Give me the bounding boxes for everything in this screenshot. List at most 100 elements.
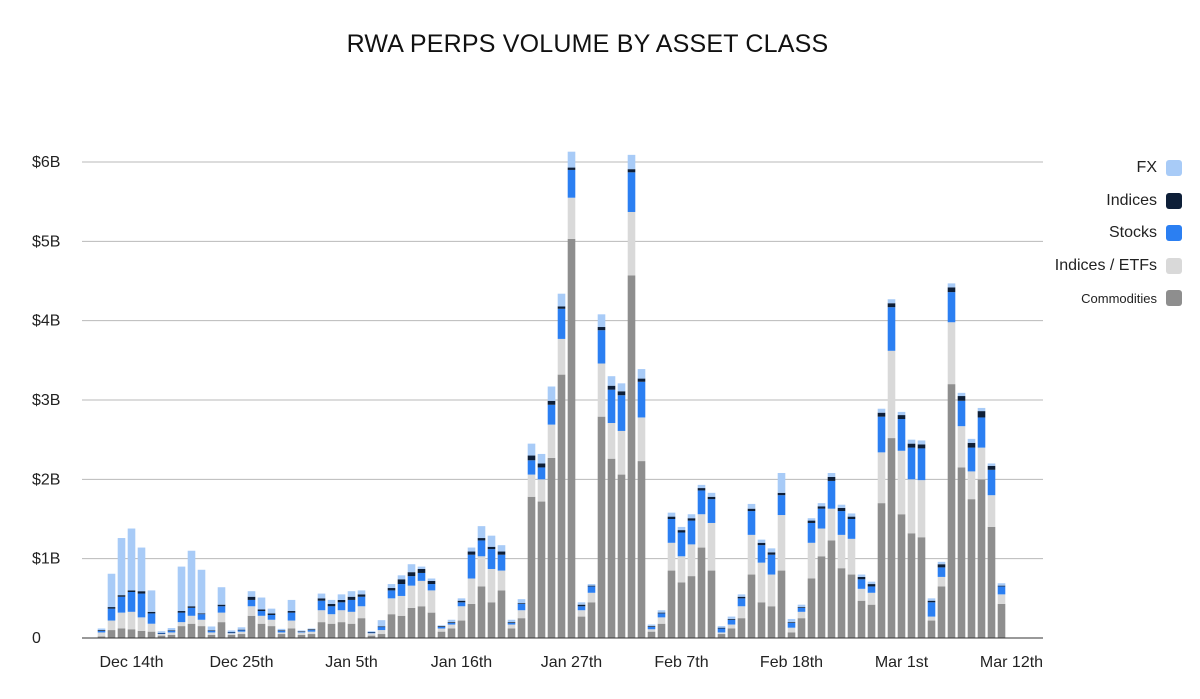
bar-segment-indices-etfs [567, 197, 576, 239]
bar-segment-indices [347, 596, 356, 600]
bar-stack [867, 581, 876, 638]
bar-stack [577, 602, 586, 638]
bar-segment-indices-etfs [217, 612, 226, 623]
bar-segment-indices-etfs [727, 624, 736, 629]
bar-segment-commodities [667, 570, 676, 638]
bar-segment-indices [107, 607, 116, 609]
bar-stack [407, 564, 416, 638]
legend-label-commodities: Commodities [1081, 290, 1157, 306]
bar-segment-indices [647, 626, 656, 627]
bar-segment-indices [817, 506, 826, 509]
bar-segment-fx [817, 503, 826, 507]
bar-segment-fx [297, 630, 306, 632]
bar-segment-commodities [357, 618, 366, 638]
bar-stack [647, 624, 656, 638]
bar-segment-fx [837, 504, 846, 508]
bar-segment-stocks [917, 448, 926, 481]
bar-segment-stocks [107, 608, 116, 621]
bar-segment-stocks [677, 532, 686, 557]
bar-stack [497, 545, 506, 638]
bar-segment-commodities [447, 628, 456, 638]
bar-segment-fx [677, 526, 686, 531]
bar-segment-indices-etfs [907, 479, 916, 534]
bar-segment-commodities [257, 623, 266, 638]
bar-stack [227, 630, 236, 638]
bar-segment-commodities [387, 614, 396, 638]
bar-segment-indices [567, 167, 576, 170]
x-tick-label: Jan 27th [541, 654, 602, 671]
bar-segment-indices-etfs [137, 617, 146, 631]
bar-segment-indices-etfs [977, 447, 986, 480]
bar-segment-indices [187, 606, 196, 608]
bar-segment-commodities [307, 634, 316, 638]
bar-segment-indices-etfs [677, 556, 686, 583]
bar-segment-fx [317, 593, 326, 599]
bar-stack [957, 392, 966, 638]
bar-stack [717, 626, 726, 638]
bar-stack [447, 619, 456, 638]
bar-segment-indices [557, 306, 566, 309]
bar-segment-commodities [227, 634, 236, 638]
bar-segment-indices [997, 585, 1006, 587]
bar-segment-stocks [257, 611, 266, 616]
bar-segment-stocks [207, 630, 216, 633]
bar-stack [607, 376, 616, 638]
bar-stack [667, 512, 676, 638]
bar-segment-stocks [417, 572, 426, 581]
bar-segment-stocks [117, 596, 126, 613]
bar-stack [797, 604, 806, 638]
bar-stack [507, 619, 516, 638]
legend-label-fx: FX [1136, 159, 1157, 177]
bar-segment-stocks [337, 602, 346, 611]
bar-stack [167, 628, 176, 638]
bar-segment-stocks [657, 613, 666, 618]
bar-segment-fx [287, 599, 296, 612]
bar-segment-commodities [737, 618, 746, 638]
bar-segment-fx [827, 472, 836, 477]
bar-segment-indices [837, 507, 846, 512]
bar-segment-commodities [547, 457, 556, 638]
bar-segment-fx [167, 628, 176, 631]
bar-segment-indices-etfs [937, 576, 946, 587]
bar-segment-commodities [837, 568, 846, 638]
bar-segment-fx [187, 550, 196, 607]
bar-segment-fx [137, 547, 146, 592]
bar-segment-fx [547, 386, 556, 401]
bar-segment-indices-etfs [287, 620, 296, 629]
legend-swatch-fx [1166, 160, 1182, 177]
bar-segment-stocks [527, 460, 536, 475]
bar-segment-commodities [477, 586, 486, 638]
bar-segment-stocks [357, 596, 366, 607]
bar-segment-indices [707, 496, 716, 500]
bar-segment-fx [667, 512, 676, 517]
bar-segment-fx [407, 564, 416, 573]
bar-segment-fx [797, 604, 806, 608]
bar-stack [787, 618, 796, 638]
bar-segment-stocks [757, 545, 766, 563]
bar-segment-commodities [137, 630, 146, 638]
bar-segment-commodities [267, 626, 276, 638]
legend-item-commodities: Commodities [962, 282, 1182, 315]
bar-segment-commodities [297, 634, 306, 638]
bar-segment-indices [247, 596, 256, 600]
bar-segment-commodities [867, 604, 876, 638]
bar-segment-indices [727, 618, 736, 620]
bar-segment-indices-etfs [787, 627, 796, 633]
bar-segment-indices [467, 551, 476, 555]
bar-stack [137, 547, 146, 638]
bar-segment-indices [937, 564, 946, 568]
legend-item-fx: FX [962, 152, 1182, 185]
bar-segment-indices-etfs [397, 595, 406, 616]
bar-segment-stocks [787, 622, 796, 628]
bar-segment-indices-etfs [517, 610, 526, 619]
bar-stack [317, 593, 326, 638]
bar-segment-stocks [387, 590, 396, 599]
bar-segment-fx [337, 594, 346, 600]
bar-segment-indices-etfs [657, 617, 666, 624]
bar-segment-indices [617, 391, 626, 396]
bar-segment-commodities [587, 602, 596, 638]
bar-segment-stocks [287, 612, 296, 621]
bar-segment-fx [207, 626, 216, 631]
bar-segment-fx [277, 628, 286, 631]
bar-segment-commodities [467, 603, 476, 638]
